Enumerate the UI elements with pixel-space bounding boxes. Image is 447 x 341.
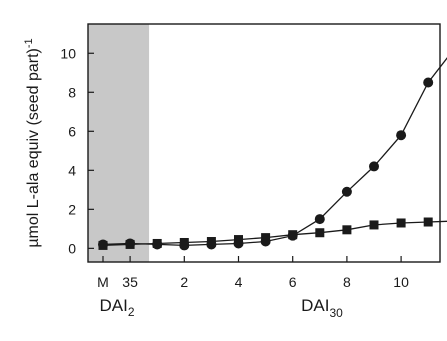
data-point-square [152,238,162,248]
data-point-square [396,218,406,228]
x-tick-label: 6 [289,274,297,290]
data-point-square [179,237,189,247]
y-axis-label: µmol L-ala equiv (seed part)-1 [23,38,42,247]
x-tick-label: 35 [122,274,138,290]
data-point-circle [396,130,407,141]
y-tick-label: 2 [68,201,76,217]
y-axis-label-group: µmol L-ala equiv (seed part)-1 [23,38,42,247]
group-label-dai30-sub: 30 [329,306,343,320]
data-point-square [261,233,271,243]
y-tick-label: 0 [68,240,76,256]
y-axis-label-text: µmol L-ala equiv (seed part) [25,48,42,248]
data-point-square [206,237,216,247]
x-tick-label: 2 [180,274,188,290]
group-label-dai2-sub: 2 [128,305,135,319]
shaded-region-layer [88,24,150,262]
data-point-square [98,240,108,250]
series-layer [98,57,447,251]
shaded-region [88,24,150,262]
x-tick-label: M [97,274,109,290]
series-line-square [102,220,447,247]
data-point-square [288,230,298,240]
x-tick-label: 4 [235,274,243,290]
y-tick-label: 4 [68,162,76,178]
y-tick-label: 6 [68,123,76,139]
plot-frame [87,23,441,263]
data-point-square [423,217,433,227]
data-point-circle [369,161,379,172]
x-tick-label: 8 [343,274,351,290]
data-point-square [125,239,135,249]
axes [87,23,441,263]
group-labels: DAI2 DAI30 [99,296,343,320]
data-point-circle [423,77,434,88]
group-label-dai2-base: DAI [99,296,127,315]
group-label-dai2: DAI2 [99,296,134,319]
data-point-circle [341,186,352,197]
data-point-circle [314,214,325,225]
y-axis-label-superscript: -1 [23,38,35,48]
data-point-square [234,235,243,245]
ticks-layer: 0246810M3524681012 [60,45,409,290]
x-tick-label: 10 [393,274,409,290]
data-point-square [315,228,325,238]
y-tick-label: 8 [68,84,76,100]
data-point-square [342,225,352,235]
group-label-dai30-base: DAI [301,296,329,315]
series-line-circle [102,57,447,247]
y-tick-label: 10 [60,45,76,61]
group-label-dai30: DAI30 [301,296,343,320]
data-point-square [369,220,379,230]
